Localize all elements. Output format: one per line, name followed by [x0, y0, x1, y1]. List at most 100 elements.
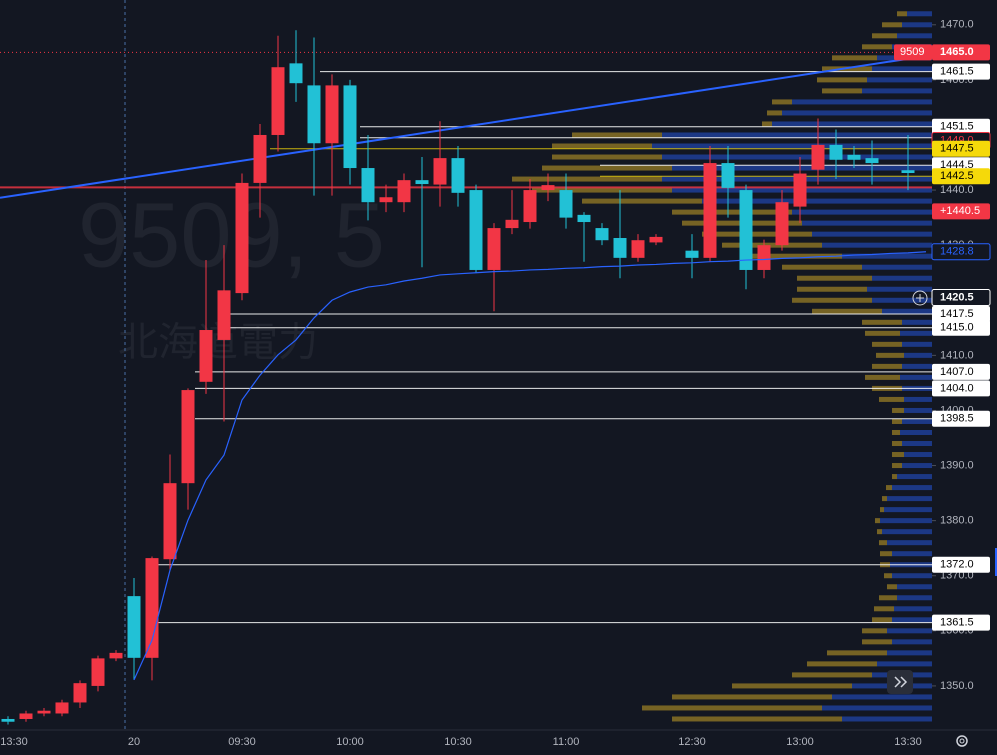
- profile-bar-gold: [767, 110, 782, 116]
- candle-body: [163, 483, 177, 560]
- profile-bar-blue: [822, 705, 932, 711]
- profile-bar-gold: [874, 606, 894, 612]
- profile-bar-gold: [892, 474, 897, 480]
- profile-bar-gold: [772, 99, 792, 105]
- y-tick-label: 1350.0: [940, 680, 974, 692]
- profile-bar-gold: [732, 683, 852, 689]
- profile-bar-blue: [892, 551, 932, 557]
- scroll-button[interactable]: [887, 670, 913, 694]
- x-tick-label: 12:30: [678, 736, 706, 748]
- profile-bar-gold: [782, 264, 862, 270]
- profile-bar-blue: [872, 66, 932, 72]
- profile-bar-gold: [797, 286, 867, 292]
- profile-bar-gold: [882, 22, 902, 28]
- y-tick-label: 1470.0: [940, 19, 974, 31]
- profile-bar-blue: [872, 297, 932, 303]
- candle-body: [145, 558, 159, 658]
- moving-average: [133, 251, 927, 681]
- candle-body: [559, 190, 573, 218]
- y-tick-label: 1390.0: [940, 459, 974, 471]
- candle-body: [505, 219, 519, 229]
- profile-bar-blue: [902, 418, 932, 424]
- y-tick-label: 1410.0: [940, 349, 974, 361]
- price-tag-bg: [932, 556, 990, 573]
- profile-bar-gold: [827, 650, 887, 656]
- profile-bar-gold: [797, 275, 872, 281]
- last-price-tag-bg: [932, 44, 990, 61]
- candle-body: [631, 240, 645, 258]
- profile-bar-gold: [872, 617, 892, 623]
- profile-bar-gold: [879, 595, 897, 601]
- profile-bar-gold: [872, 341, 902, 347]
- candle-body: [19, 713, 33, 719]
- scroll-indicator: [995, 548, 997, 576]
- price-tag-bg: [932, 168, 990, 185]
- candle-body: [361, 168, 375, 203]
- candle-body: [775, 202, 789, 246]
- candle-body: [127, 596, 141, 658]
- profile-bar-blue: [832, 694, 932, 700]
- settings-button[interactable]: [956, 735, 968, 747]
- x-tick-label: 10:30: [444, 736, 472, 748]
- price-tag-bg: [932, 410, 990, 427]
- profile-bar-gold: [542, 165, 672, 171]
- profile-bar-blue: [662, 154, 932, 160]
- profile-bar-gold: [876, 352, 904, 358]
- profile-bar-gold: [552, 154, 662, 160]
- profile-bar-blue: [907, 11, 932, 17]
- profile-bar-gold: [512, 176, 662, 182]
- price-tag: 1461.5: [940, 66, 974, 78]
- price-tag: 1444.5: [940, 159, 974, 171]
- candle-body: [91, 658, 105, 686]
- profile-bar-blue: [902, 463, 932, 469]
- gear-icon[interactable]: [956, 735, 968, 747]
- profile-bar-blue: [897, 474, 932, 480]
- candle-body: [703, 163, 717, 258]
- x-tick-label: 09:30: [228, 736, 256, 748]
- price-lines: [0, 51, 933, 624]
- x-tick-label: 11:00: [553, 736, 580, 748]
- candle-body: [379, 197, 393, 203]
- price-tag: 1451.5: [940, 121, 974, 133]
- candle-body: [217, 290, 231, 340]
- y-tick-label: 1440.0: [940, 184, 974, 196]
- plus-circle[interactable]: [912, 290, 928, 306]
- candle-body: [397, 180, 411, 203]
- profile-bar-blue: [892, 485, 932, 491]
- profile-bar-blue: [902, 22, 932, 28]
- profile-bar-blue: [897, 584, 932, 590]
- profile-bar-blue: [904, 352, 932, 358]
- profile-bar-gold: [572, 132, 662, 138]
- candle-body: [343, 85, 357, 169]
- profile-bar-gold: [822, 88, 862, 94]
- candle-body: [577, 214, 591, 223]
- profile-bar-gold: [892, 452, 904, 458]
- candle-body: [451, 158, 465, 193]
- price-tag: 1361.5: [940, 616, 974, 628]
- candle-body: [73, 683, 87, 703]
- add-alert-button[interactable]: [912, 290, 928, 306]
- price-tag-bg: [932, 614, 990, 631]
- profile-bar-blue: [652, 143, 932, 149]
- profile-bar-blue: [867, 286, 932, 292]
- profile-bar-blue: [904, 396, 932, 402]
- profile-bar-blue: [822, 242, 932, 248]
- profile-bar-gold: [807, 661, 877, 667]
- profile-bar-blue: [702, 198, 932, 204]
- price-tag-bg: [932, 363, 990, 380]
- price-tag: 1447.5: [940, 143, 974, 155]
- profile-bar-blue: [897, 595, 932, 601]
- candle-body: [865, 158, 879, 164]
- candle-body: [829, 144, 843, 160]
- watermark-symbol: 9509, 5: [78, 184, 385, 286]
- profile-bar-gold: [872, 33, 897, 39]
- profile-bar-blue: [892, 639, 932, 645]
- profile-bar-blue: [792, 209, 932, 215]
- profile-bar-blue: [902, 441, 932, 447]
- x-tick-label: 20: [128, 736, 140, 748]
- profile-bar-gold: [872, 363, 902, 369]
- profile-bar-blue: [812, 231, 932, 237]
- price-tag: 1372.0: [940, 559, 974, 571]
- x-tick-label: 10:00: [336, 736, 364, 748]
- candle-body: [613, 238, 627, 258]
